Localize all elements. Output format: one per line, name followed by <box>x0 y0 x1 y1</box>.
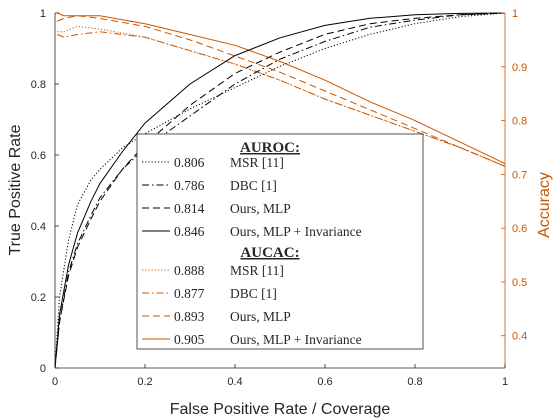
curves-layer <box>54 12 506 369</box>
accuracy-curve-solid <box>57 12 506 165</box>
y-left-tick-label: 0.4 <box>31 221 46 233</box>
x-tick-label: 0.6 <box>317 376 332 388</box>
y-left-tick-label: 0.8 <box>31 79 46 91</box>
legend-entries: 0.806 MSR [11] 0.786 DBC [1] 0.814 Ours, MLP 0… <box>142 155 362 347</box>
aucac-legend-value: 0.888 <box>174 263 205 278</box>
roc-curve-dashdot <box>54 12 506 369</box>
y-left-tick-label: 0 <box>40 363 46 375</box>
auroc-legend-value: 0.814 <box>174 201 205 216</box>
aucac-legend-label: DBC [1] <box>230 286 277 301</box>
auroc-legend-label: Ours, MLP <box>230 201 291 216</box>
y-right-tick-label: 0.5 <box>512 277 527 289</box>
auroc-legend-label: DBC [1] <box>230 178 277 193</box>
y-left-tick-label: 0.6 <box>31 150 46 162</box>
roc-curve-dashed <box>54 12 506 369</box>
ticks-layer: 0 0.2 0.4 0.6 0.8 1 0 0.2 0.4 0.6 0.8 1 0.4 0.5 0.6 0.7… <box>31 8 528 388</box>
legend-heading-aucac: AUCAC: <box>240 245 299 261</box>
accuracy-curve-dotted <box>57 25 506 167</box>
auroc-legend-value: 0.846 <box>174 224 205 239</box>
y-right-tick-label: 0.7 <box>512 169 527 181</box>
legend-heading-auroc: AUROC: <box>240 140 300 156</box>
auroc-legend-label: Ours, MLP + Invariance <box>230 224 362 239</box>
y-right-tick-label: 0.9 <box>512 62 527 74</box>
y-left-tick-label: 0.2 <box>31 292 46 304</box>
x-tick-label: 0.4 <box>227 376 242 388</box>
x-axis-title: False Positive Rate / Coverage <box>170 401 391 418</box>
auroc-legend-value: 0.806 <box>174 155 205 170</box>
y-right-tick-label: 1 <box>512 8 518 20</box>
y-axis-right-title: Accuracy <box>536 172 553 238</box>
y-axis-left-title: True Positive Rate <box>7 124 24 255</box>
y-right-tick-label: 0.8 <box>512 116 527 128</box>
y-left-tick-label: 1 <box>40 8 46 20</box>
auroc-legend-value: 0.786 <box>174 178 205 193</box>
legend-box <box>136 133 424 350</box>
aucac-legend-label: Ours, MLP <box>230 309 291 324</box>
legend: AUROC: AUCAC: 0.806 MSR [11]0.786 DBC [1]0… <box>136 133 424 350</box>
roc-curve-dotted <box>54 12 506 369</box>
aucac-legend-value: 0.893 <box>174 309 205 324</box>
y-right-tick-label: 0.4 <box>512 331 527 343</box>
accuracy-curve-dashdot <box>57 31 506 167</box>
accuracy-curve-dashed <box>57 15 506 167</box>
aucac-legend-label: MSR [11] <box>230 263 284 278</box>
axes-layer <box>54 13 506 369</box>
x-tick-label: 0.2 <box>137 376 152 388</box>
x-tick-label: 0 <box>52 376 58 388</box>
roc-curve-solid <box>54 12 506 369</box>
x-tick-label: 1 <box>502 376 508 388</box>
x-tick-label: 0.8 <box>407 376 422 388</box>
aucac-legend-value: 0.905 <box>174 332 205 347</box>
auroc-legend-label: MSR [11] <box>230 155 284 170</box>
aucac-legend-value: 0.877 <box>174 286 205 301</box>
y-right-tick-label: 0.6 <box>512 223 527 235</box>
aucac-legend-label: Ours, MLP + Invariance <box>230 332 362 347</box>
